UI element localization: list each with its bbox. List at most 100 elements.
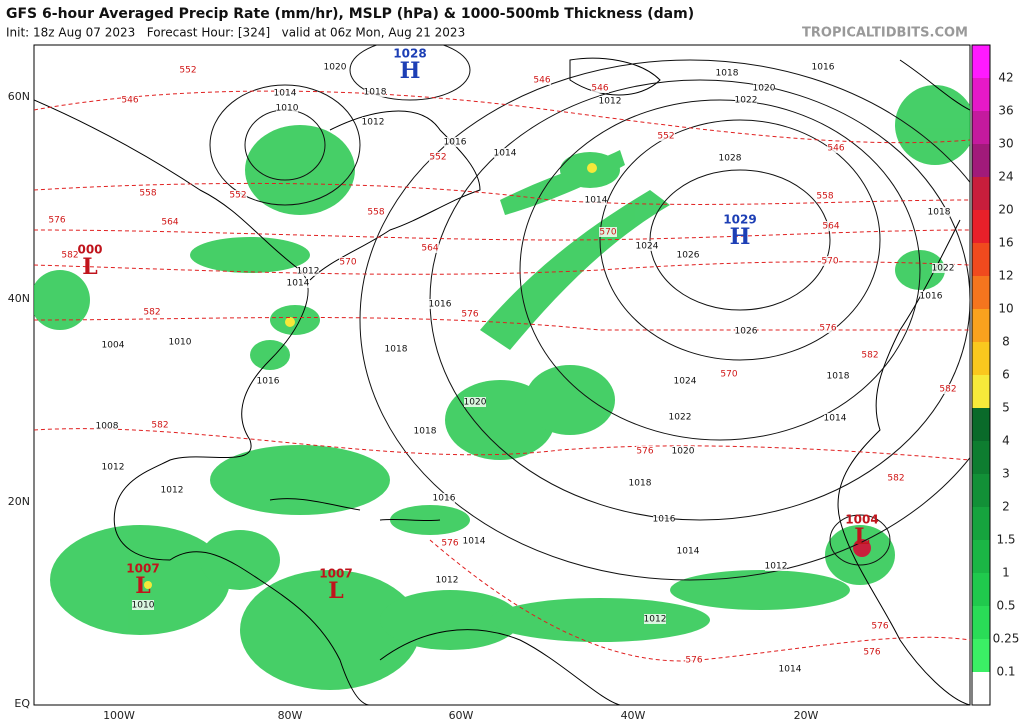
colorbar-swatch: [972, 210, 990, 243]
label-bg: [463, 536, 485, 546]
colorbar-swatch: [972, 78, 990, 111]
colorbar-label: 6: [1002, 368, 1010, 382]
lon-label: 100W: [103, 709, 135, 722]
isobar-label: 1008: [96, 422, 119, 432]
isobar-label: 1014: [494, 149, 517, 159]
lat-labels: 60N 40N 20N EQ: [8, 90, 31, 710]
label-bg: [685, 655, 703, 665]
isobar-label: 1016: [429, 300, 452, 310]
colorbar-swatch: [972, 606, 990, 639]
thickness-label: 576: [441, 539, 458, 549]
label-bg: [414, 426, 436, 436]
center-symbol: H: [730, 224, 751, 250]
isobar-label: 1014: [779, 665, 802, 675]
isobar-label: 1016: [812, 63, 835, 73]
subtitle: Init: 18z Aug 07 2023 Forecast Hour: [32…: [6, 26, 465, 40]
isobar-label: 1016: [433, 494, 456, 504]
label-bg: [494, 148, 516, 158]
isobar-label: 1010: [276, 104, 299, 114]
thickness-label: 576: [863, 648, 880, 658]
label-bg: [324, 62, 346, 72]
isobar-label: 1016: [920, 292, 943, 302]
center-symbol: H: [400, 58, 421, 84]
colorbar-label: 3: [1002, 467, 1010, 481]
colorbar-label: 16: [998, 236, 1013, 250]
label-bg: [143, 307, 161, 317]
label-bg: [735, 326, 757, 336]
lon-label: 20W: [794, 709, 819, 722]
thickness-label: 582: [861, 351, 878, 361]
isobar-label: 1014: [287, 279, 310, 289]
label-bg: [121, 95, 139, 105]
center-value: 1007: [319, 567, 352, 581]
isobar-label: 1026: [735, 327, 758, 337]
thickness-label: 552: [429, 153, 446, 163]
colorbar-swatch: [972, 441, 990, 474]
colorbar-label: 5: [1002, 401, 1010, 415]
isobar-label: 1022: [735, 96, 758, 106]
label-bg: [421, 243, 439, 253]
heavy-precip: [144, 163, 597, 589]
isobar-label: 1016: [257, 377, 280, 387]
label-bg: [644, 614, 666, 624]
isobar-label: 1022: [932, 264, 955, 274]
isobar-label: 1022: [669, 413, 692, 423]
title: GFS 6-hour Averaged Precip Rate (mm/hr),…: [6, 6, 694, 22]
label-bg: [753, 83, 775, 93]
thickness-label: 546: [121, 96, 138, 106]
isobar-label: 1016: [444, 138, 467, 148]
label-bg: [364, 87, 386, 97]
colorbar-label: 42: [998, 71, 1013, 85]
label-bg: [812, 62, 834, 72]
label-bg: [887, 473, 905, 483]
center-symbol: L: [82, 254, 97, 280]
center-value: 1004: [845, 513, 878, 527]
label-bg: [939, 384, 957, 394]
label-bg: [102, 462, 124, 472]
colorbar: 42 36 30 24 20 16 12 10 8 6 5 4 3 2 1.5 1 0.5 0.25 0.1: [971, 44, 1020, 706]
isobar-label: 1018: [385, 345, 408, 355]
colorbar-label: 12: [998, 269, 1013, 283]
isobar-label: 1014: [677, 547, 700, 557]
label-bg: [274, 88, 296, 98]
label-bg: [257, 376, 279, 386]
label-bg: [720, 369, 738, 379]
isobar-label: 1012: [599, 97, 622, 107]
thickness-label: 546: [533, 76, 550, 86]
label-bg: [102, 340, 124, 350]
label-bg: [464, 397, 486, 407]
heavy-precip-core: [853, 539, 871, 557]
label-bg: [287, 278, 309, 288]
thickness-label: 570: [821, 257, 838, 267]
source: TROPICALTIDBITS.COM: [802, 26, 968, 41]
isobar-label: 1018: [629, 479, 652, 489]
colorbar-label: 0.25: [993, 632, 1020, 646]
colorbar-swatch: [972, 507, 990, 540]
thickness-label: 564: [161, 218, 178, 228]
lat-label: 60N: [8, 90, 30, 103]
colorbar-label: 30: [998, 137, 1013, 151]
thickness-label: 570: [720, 370, 737, 380]
label-bg: [229, 190, 247, 200]
colorbar-label: 36: [998, 104, 1013, 118]
isobar-label: 1024: [674, 377, 697, 387]
label-bg: [362, 117, 384, 127]
colorbar-swatch: [972, 309, 990, 342]
label-bg: [433, 493, 455, 503]
isobar-label: 1014: [274, 89, 297, 99]
colorbar-swatch: [972, 144, 990, 177]
label-bg: [179, 65, 197, 75]
label-bg: [636, 446, 654, 456]
contour-labels: 1020 1018 1014 1010 1012 1016 1014 1014 1024 1026…: [48, 62, 957, 675]
colorbar-label: 1.5: [996, 533, 1015, 547]
colorbar-swatch: [972, 474, 990, 507]
thickness-label: 576: [685, 656, 702, 666]
label-bg: [444, 137, 466, 147]
label-bg: [599, 96, 621, 106]
label-bg: [132, 600, 154, 610]
thickness-label: 546: [827, 144, 844, 154]
label-bg: [821, 256, 839, 266]
label-bg: [653, 514, 675, 524]
thickness-label: 582: [939, 385, 956, 395]
